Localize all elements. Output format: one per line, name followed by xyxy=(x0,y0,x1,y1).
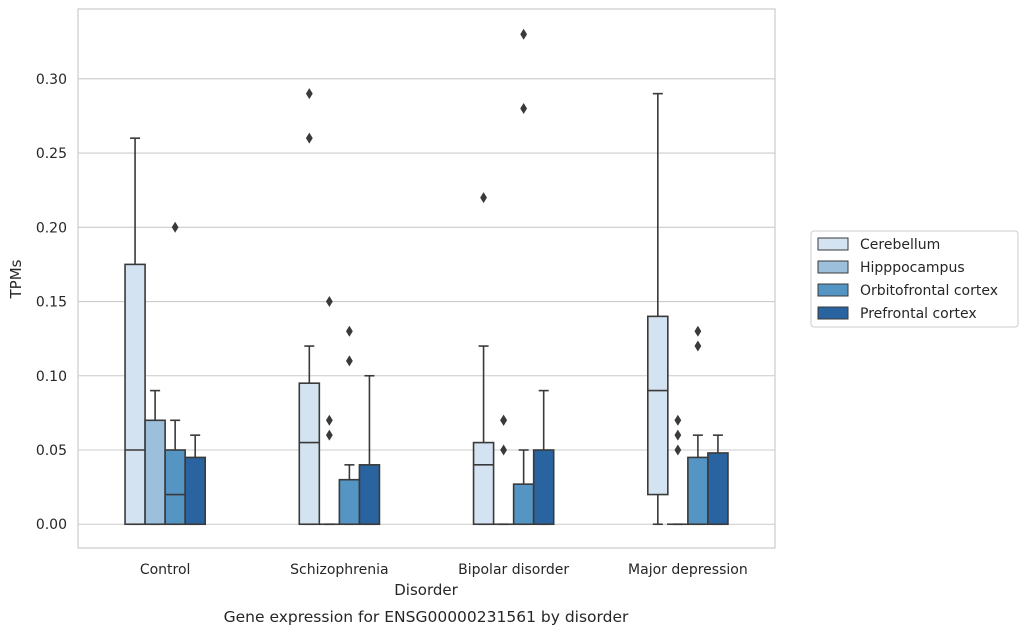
box xyxy=(164,449,186,526)
series-cerebellum xyxy=(124,88,669,526)
outlier-point xyxy=(520,102,528,114)
outlier-point xyxy=(674,444,682,456)
box xyxy=(532,449,555,526)
legend-label: Orbitofrontal cortex xyxy=(860,283,998,299)
y-tick-labels: 0.00 0.05 0.10 0.15 0.20 0.25 0.30 xyxy=(36,72,67,533)
plot-area-frame xyxy=(77,8,776,549)
outlier-point xyxy=(694,325,702,337)
outlier-point xyxy=(674,414,682,426)
outlier-point xyxy=(305,88,313,100)
box-series xyxy=(124,28,729,526)
legend-label: Cerebellum xyxy=(860,237,940,253)
x-tick-label: Bipolar disorder xyxy=(458,562,569,578)
box xyxy=(144,419,166,526)
legend-label: Hipppocampus xyxy=(860,260,965,276)
outlier-point xyxy=(345,355,353,367)
x-tick-label: Major depression xyxy=(628,562,748,578)
outlier-point xyxy=(480,192,487,204)
box xyxy=(338,478,361,526)
box xyxy=(124,263,146,526)
outlier-point xyxy=(500,444,508,456)
box xyxy=(646,315,669,496)
x-tick-label: Schizophrenia xyxy=(290,562,388,578)
outlier-point xyxy=(520,28,528,40)
y-tick-label: 0.15 xyxy=(36,295,67,311)
series-hipppocampus xyxy=(144,296,689,526)
outlier-point xyxy=(325,414,333,426)
legend-swatch xyxy=(817,260,849,274)
legend-swatch xyxy=(817,306,849,320)
x-tick-label: Control xyxy=(140,562,191,578)
chart-caption: Gene expression for ENSG00000231561 by d… xyxy=(224,608,629,626)
box xyxy=(298,382,321,526)
outlier-point xyxy=(171,221,179,233)
outlier-point xyxy=(325,429,333,441)
outlier-point xyxy=(325,296,333,308)
legend-swatch xyxy=(817,283,849,297)
box xyxy=(687,456,709,526)
box xyxy=(358,464,381,526)
legend: Cerebellum Hipppocampus Orbitofrontal cort… xyxy=(810,230,1019,328)
y-tick-label: 0.10 xyxy=(36,369,67,385)
y-tick-label: 0.00 xyxy=(36,517,67,533)
box xyxy=(512,483,535,526)
y-tick-label: 0.30 xyxy=(36,72,67,88)
x-tick-labels: Control Schizophrenia Bipolar disorder Majo… xyxy=(140,562,748,578)
legend-label: Prefrontal cortex xyxy=(860,306,977,322)
legend-frame xyxy=(810,230,1019,328)
box xyxy=(472,441,495,526)
y-tick-label: 0.25 xyxy=(36,146,67,162)
series-prefrontal-cortex xyxy=(184,374,729,526)
y-tick-label: 0.05 xyxy=(36,443,67,459)
box xyxy=(707,452,729,526)
x-axis-label: Disorder xyxy=(394,581,458,599)
outlier-point xyxy=(694,340,702,352)
outlier-point xyxy=(345,325,353,337)
outlier-point xyxy=(500,414,508,426)
y-axis-label: TPMs xyxy=(7,259,25,299)
y-tick-label: 0.20 xyxy=(36,220,67,236)
legend-swatch xyxy=(817,237,849,251)
box xyxy=(184,456,207,526)
outlier-point xyxy=(305,132,313,144)
outlier-point xyxy=(674,429,682,441)
